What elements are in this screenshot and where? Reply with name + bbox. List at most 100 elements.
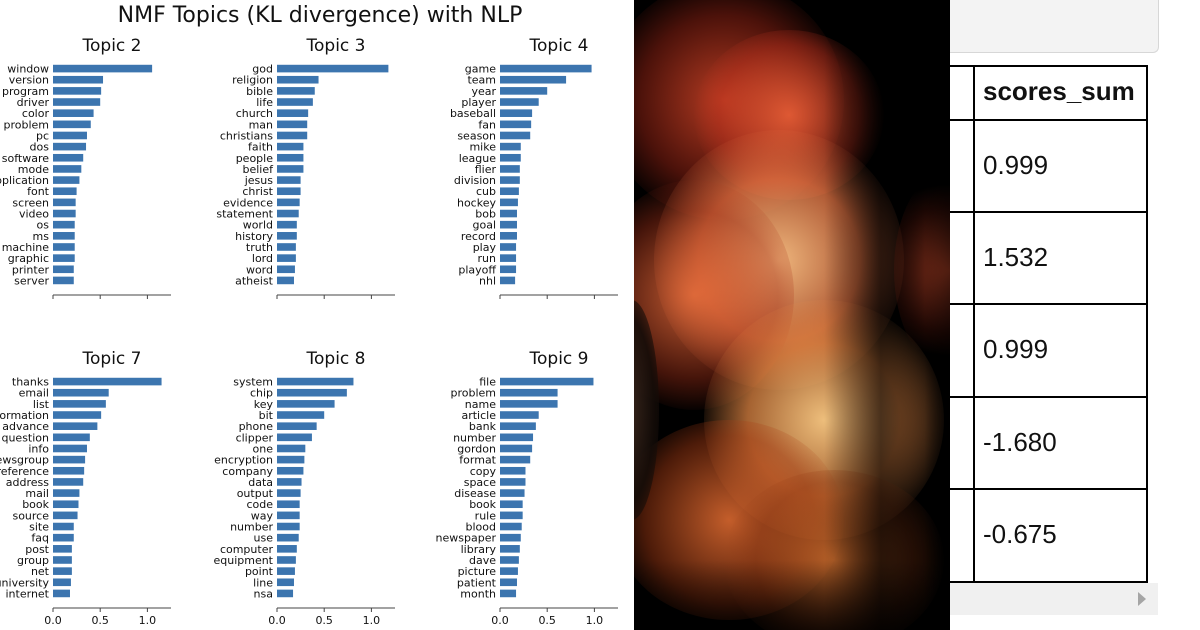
word-label: address (6, 476, 49, 489)
bar (500, 120, 532, 129)
bar (500, 455, 531, 464)
word-label: computer (220, 543, 274, 556)
bar (53, 232, 75, 240)
bar (277, 220, 297, 229)
bar (53, 254, 75, 262)
word-label: year (471, 85, 496, 98)
word-label: nsa (254, 587, 273, 600)
bar (277, 87, 315, 95)
bar (53, 265, 74, 274)
bar (500, 142, 521, 151)
bar (500, 466, 526, 475)
word-label: printer (12, 263, 50, 276)
word-label: information (0, 409, 49, 422)
bar (277, 98, 313, 106)
bar (500, 75, 567, 84)
word-label: color (22, 107, 50, 120)
bar (53, 198, 76, 207)
x-tick-label: 0.0 (491, 614, 509, 627)
word-label: format (459, 454, 496, 467)
bar (53, 153, 84, 162)
word-label: fan (478, 118, 496, 131)
bar (53, 489, 80, 497)
word-label: email (19, 387, 49, 400)
bar (277, 64, 389, 73)
bar (277, 578, 294, 587)
word-label: newspaper (436, 532, 497, 545)
table-header-scores-sum: scores_sum (983, 76, 1135, 106)
bar (53, 377, 162, 386)
bar (500, 522, 522, 531)
bar (500, 433, 534, 442)
word-label: source (12, 509, 49, 522)
word-label: season (457, 129, 496, 142)
bar (277, 109, 309, 117)
bokeh-photo (634, 0, 950, 630)
bar (277, 209, 299, 218)
bar (500, 489, 525, 497)
bar (53, 556, 72, 564)
word-label: playoff (458, 263, 496, 276)
bar (277, 243, 296, 251)
word-label: net (31, 565, 50, 578)
bar (500, 556, 519, 564)
bar (500, 198, 518, 207)
bar (277, 455, 305, 464)
word-label: bank (469, 420, 497, 433)
word-label: use (254, 532, 274, 545)
scrollbar-track[interactable] (950, 583, 1158, 615)
word-label: dave (469, 554, 496, 567)
bar (500, 388, 558, 397)
bar (277, 276, 294, 285)
word-label: record (461, 230, 496, 243)
bar (500, 511, 523, 520)
bar (277, 198, 300, 207)
word-label: screen (12, 196, 49, 209)
word-label: equipment (213, 554, 273, 567)
word-label: question (1, 431, 49, 444)
bar (53, 176, 80, 184)
word-label: chip (250, 387, 273, 400)
scroll-right-arrow-icon[interactable] (1138, 592, 1146, 606)
bar (500, 176, 520, 184)
bar (53, 433, 90, 442)
bar (53, 64, 153, 73)
bar (53, 131, 87, 140)
word-label: machine (2, 241, 50, 254)
word-label: site (29, 521, 49, 534)
word-label: jesus (244, 174, 274, 187)
word-label: copy (470, 465, 497, 478)
word-label: bible (246, 85, 273, 98)
word-label: line (253, 576, 273, 589)
bar (53, 545, 72, 553)
bar (277, 411, 325, 419)
word-label: church (236, 107, 273, 120)
scores-table-panel (950, 0, 1200, 630)
word-label: lord (252, 252, 273, 265)
word-label: people (236, 152, 274, 165)
bar (277, 265, 295, 274)
bar (500, 377, 594, 386)
bar (53, 567, 72, 575)
table-border (950, 65, 1148, 67)
word-label: ms (33, 230, 50, 243)
word-label: statement (216, 208, 273, 221)
bar (53, 478, 84, 486)
bar (277, 165, 304, 173)
x-tick-label: 1.0 (586, 614, 604, 627)
table-cell: -1.680 (983, 427, 1057, 457)
word-label: atheist (235, 274, 274, 287)
word-label: world (243, 219, 273, 232)
word-label: hockey (457, 196, 496, 209)
bar (53, 109, 94, 117)
word-label: god (252, 63, 273, 76)
x-tick-label: 1.0 (139, 614, 157, 627)
word-label: religion (232, 74, 273, 87)
bar (500, 400, 558, 408)
bar (53, 165, 82, 173)
bar (277, 75, 319, 84)
bar (500, 64, 592, 73)
bar (53, 511, 78, 520)
bar (500, 187, 519, 196)
bar (277, 422, 317, 430)
